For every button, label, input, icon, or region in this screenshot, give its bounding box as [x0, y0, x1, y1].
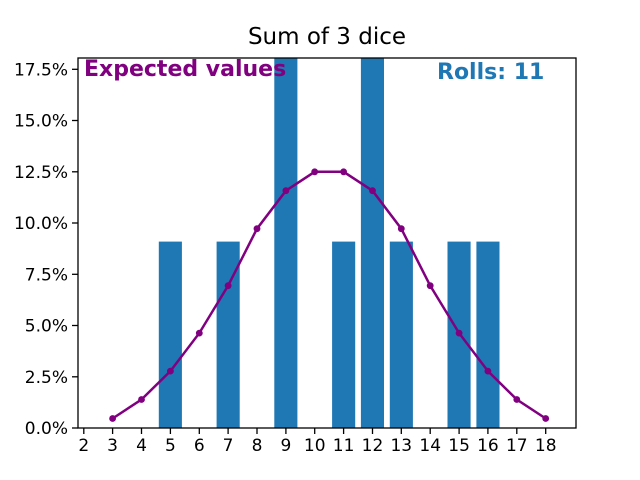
x-tick-label: 16 — [477, 436, 499, 456]
x-tick-label: 2 — [78, 436, 89, 456]
x-tick-label: 13 — [390, 436, 412, 456]
expected-point-17 — [513, 396, 521, 403]
bar-sum-11 — [332, 241, 356, 428]
expected-point-9 — [282, 187, 290, 195]
y-tick-label: 0.0% — [25, 419, 68, 439]
y-tick-label: 10.0% — [14, 214, 68, 234]
y-tick-label: 17.5% — [14, 60, 68, 80]
x-tick-label: 5 — [165, 436, 176, 456]
expected-point-5 — [167, 367, 174, 375]
x-tick-label: 6 — [194, 436, 205, 456]
expected-point-16 — [484, 367, 492, 375]
y-tick-label: 2.5% — [25, 368, 68, 388]
expected-point-18 — [542, 415, 550, 422]
expected-line — [111, 170, 547, 420]
y-tick-label: 7.5% — [25, 265, 68, 285]
x-tick-label: 18 — [535, 436, 557, 456]
x-tick-label: 3 — [107, 436, 118, 456]
x-tick-label: 15 — [448, 436, 470, 456]
rolls-count-label: Rolls: 11 — [437, 60, 545, 85]
x-tick-label: 7 — [223, 436, 234, 456]
y-tick-label: 5.0% — [25, 317, 68, 337]
expected-point-10 — [311, 168, 319, 176]
expected-point-3 — [109, 415, 116, 422]
expected-point-7 — [224, 282, 232, 290]
axes-border — [77, 57, 577, 429]
x-tick-label: 12 — [362, 436, 384, 456]
bar-sum-16 — [476, 241, 500, 428]
bar-sum-5 — [158, 241, 182, 428]
expected-point-11 — [340, 168, 347, 176]
x-tick-label: 8 — [252, 436, 263, 456]
x-tick-label: 14 — [419, 436, 441, 456]
bar-sum-9 — [274, 58, 298, 428]
x-tick-label: 17 — [506, 436, 528, 456]
expected-point-8 — [253, 225, 261, 233]
expected-point-15 — [455, 329, 463, 337]
y-tick-label: 15.0% — [14, 112, 68, 132]
bar-sum-13 — [389, 241, 413, 428]
bar-sum-7 — [216, 241, 240, 428]
chart-title: Sum of 3 dice — [247, 24, 407, 50]
x-tick-label: 11 — [333, 436, 355, 456]
bar-sum-12 — [360, 58, 384, 428]
expected-values-label: Expected values — [84, 57, 287, 82]
x-tick-label: 10 — [304, 436, 326, 456]
expected-point-13 — [397, 225, 405, 233]
x-tick-label: 9 — [280, 436, 291, 456]
expected-point-14 — [426, 282, 434, 290]
expected-point-12 — [369, 187, 376, 195]
y-tick-label: 12.5% — [14, 163, 68, 183]
expected-point-4 — [138, 396, 145, 403]
x-tick-label: 4 — [136, 436, 147, 456]
expected-point-6 — [195, 329, 203, 337]
